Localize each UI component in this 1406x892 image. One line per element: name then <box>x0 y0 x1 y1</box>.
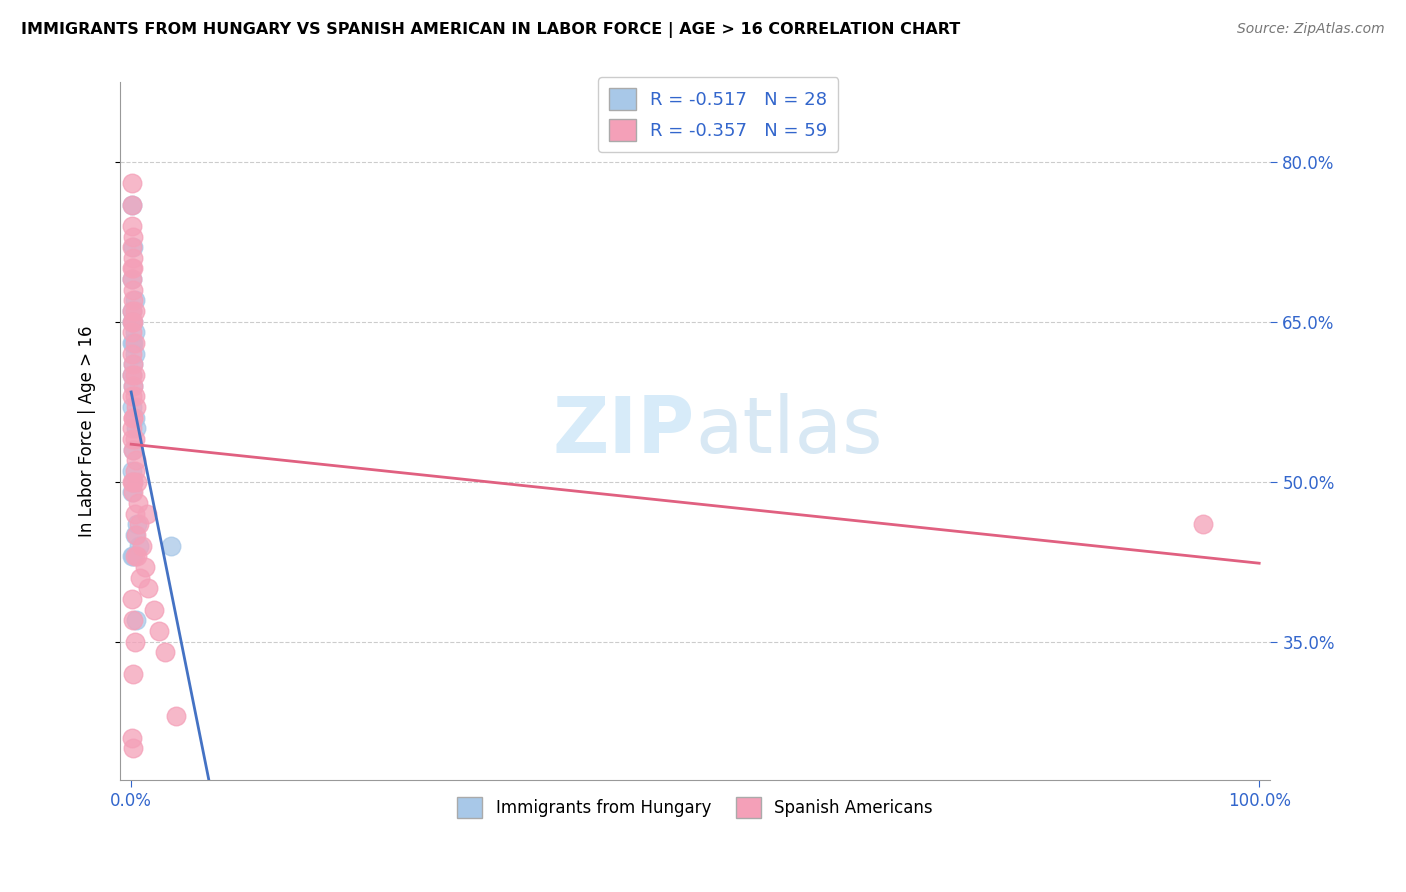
Point <box>122 378 145 392</box>
Point <box>124 528 146 542</box>
Point <box>121 549 143 564</box>
Point <box>124 432 146 446</box>
Point <box>121 475 143 489</box>
Text: atlas: atlas <box>695 393 883 469</box>
Point <box>121 315 143 329</box>
Point <box>122 410 145 425</box>
Text: Source: ZipAtlas.com: Source: ZipAtlas.com <box>1237 22 1385 37</box>
Point <box>122 261 145 276</box>
Point <box>122 315 145 329</box>
Point <box>121 304 143 318</box>
Point <box>122 613 145 627</box>
Point <box>121 336 143 351</box>
Point <box>159 539 181 553</box>
Point <box>124 368 146 383</box>
Point <box>124 464 146 478</box>
Point <box>148 624 170 638</box>
Point <box>121 421 143 435</box>
Point <box>124 304 146 318</box>
Text: IMMIGRANTS FROM HUNGARY VS SPANISH AMERICAN IN LABOR FORCE | AGE > 16 CORRELATIO: IMMIGRANTS FROM HUNGARY VS SPANISH AMERI… <box>21 22 960 38</box>
Point <box>121 272 143 286</box>
Point <box>122 666 145 681</box>
Point <box>122 293 145 308</box>
Point <box>124 453 146 467</box>
Point <box>121 485 143 500</box>
Legend: Immigrants from Hungary, Spanish Americans: Immigrants from Hungary, Spanish America… <box>451 790 939 824</box>
Point <box>1191 517 1213 532</box>
Point <box>121 464 143 478</box>
Point <box>121 261 143 276</box>
Point <box>142 603 165 617</box>
Point <box>128 517 150 532</box>
Point <box>121 731 143 745</box>
Point <box>122 240 145 254</box>
Point <box>125 475 148 489</box>
Point <box>124 549 146 564</box>
Point <box>121 304 143 318</box>
Point <box>134 560 156 574</box>
Y-axis label: In Labor Force | Age > 16: In Labor Force | Age > 16 <box>79 326 96 537</box>
Point <box>136 507 159 521</box>
Point <box>122 336 145 351</box>
Point <box>129 571 152 585</box>
Point <box>121 176 143 190</box>
Point <box>124 507 146 521</box>
Point <box>127 496 149 510</box>
Point <box>136 582 159 596</box>
Point <box>121 400 143 414</box>
Point <box>122 475 145 489</box>
Point <box>121 272 143 286</box>
Point <box>122 378 145 392</box>
Point <box>124 410 146 425</box>
Point <box>121 326 143 340</box>
Point <box>124 528 146 542</box>
Point <box>121 368 143 383</box>
Point <box>153 645 176 659</box>
Point <box>165 709 187 723</box>
Point <box>124 336 146 351</box>
Point <box>131 539 153 553</box>
Point <box>128 539 150 553</box>
Point <box>121 592 143 607</box>
Point <box>121 219 143 233</box>
Point <box>122 549 145 564</box>
Point <box>125 517 148 532</box>
Point <box>122 442 145 457</box>
Point <box>121 197 143 211</box>
Point <box>121 315 143 329</box>
Text: ZIP: ZIP <box>553 393 695 469</box>
Point <box>124 613 146 627</box>
Point <box>122 741 145 756</box>
Point <box>124 389 146 403</box>
Point <box>121 240 143 254</box>
Point <box>122 229 145 244</box>
Point <box>124 326 146 340</box>
Point <box>122 315 145 329</box>
Point <box>122 410 145 425</box>
Point <box>121 432 143 446</box>
Point <box>121 389 143 403</box>
Point <box>124 293 146 308</box>
Point <box>125 549 148 564</box>
Point <box>122 485 145 500</box>
Point <box>122 283 145 297</box>
Point <box>121 197 143 211</box>
Point <box>124 634 146 648</box>
Point <box>121 368 143 383</box>
Point <box>122 358 145 372</box>
Point <box>122 358 145 372</box>
Point <box>122 251 145 265</box>
Point <box>122 475 145 489</box>
Point <box>124 347 146 361</box>
Point <box>124 400 146 414</box>
Point <box>121 347 143 361</box>
Point <box>124 421 146 435</box>
Point <box>122 442 145 457</box>
